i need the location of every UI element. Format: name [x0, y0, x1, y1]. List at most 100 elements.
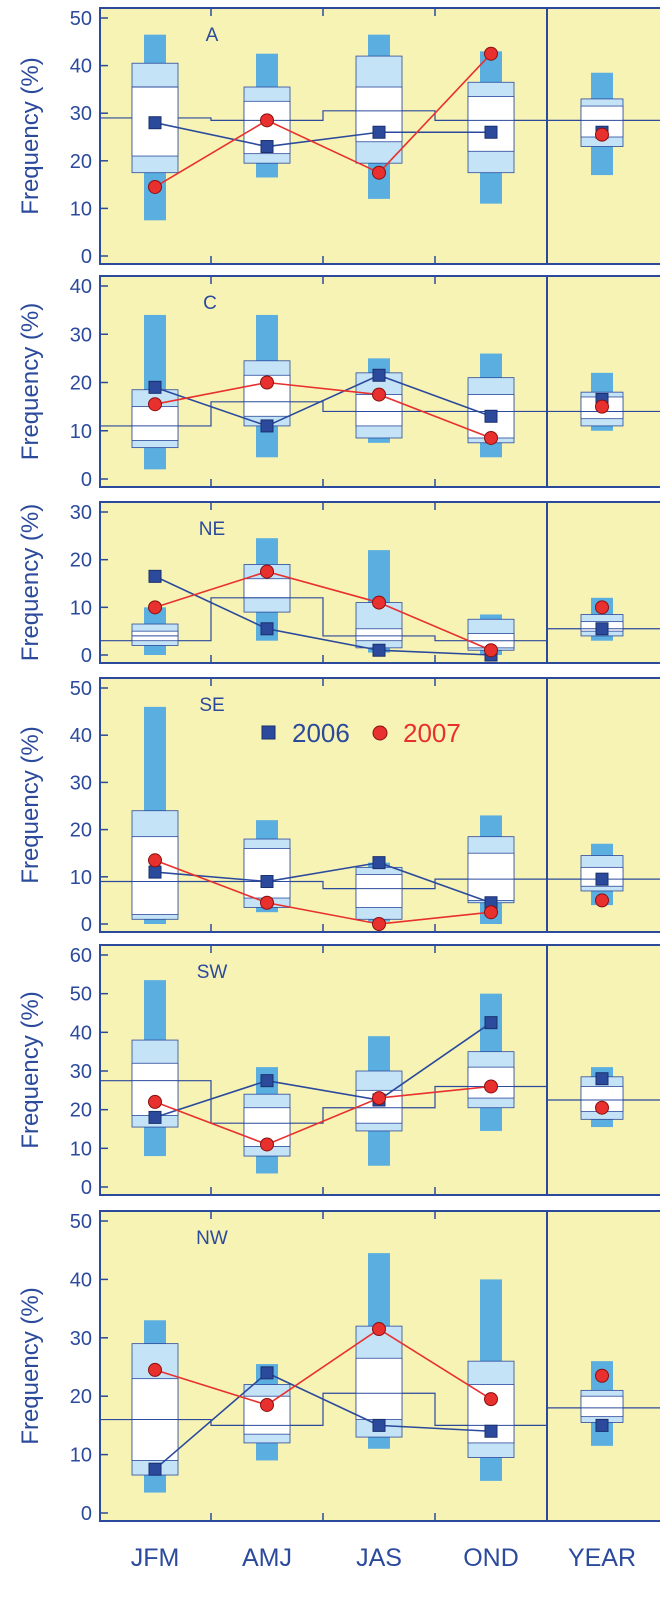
marker-2007 [372, 917, 386, 931]
series-line-2007 [154, 1085, 492, 1146]
marker-2007 [148, 179, 162, 194]
series-line-2006 [154, 374, 492, 427]
inner-quantile-box [355, 874, 403, 908]
marker-2007 [484, 905, 498, 920]
marker-2006 [260, 1366, 274, 1380]
marker-2006 [148, 1110, 162, 1124]
y-tick-label: 10 [70, 597, 92, 619]
inner-quantile-box [243, 848, 291, 899]
y-tick-label: 20 [70, 550, 92, 572]
marker-2006 [595, 1418, 609, 1432]
marker-2007 [595, 399, 609, 414]
marker-2007 [484, 46, 498, 61]
panel-label: A [206, 25, 219, 46]
series-line-2006 [154, 1022, 492, 1119]
marker-2006 [484, 409, 498, 423]
marker-2006 [484, 1424, 498, 1438]
y-tick-label: 20 [70, 373, 92, 395]
marker-2007 [148, 1362, 162, 1377]
marker-2006 [148, 380, 162, 394]
marker-2006 [148, 865, 162, 879]
marker-2006 [260, 419, 274, 433]
marker-2006 [372, 643, 386, 657]
panel-frame [99, 1210, 660, 1522]
marker-2006 [260, 622, 274, 636]
marker-2006 [372, 368, 386, 382]
x-category-label: OND [463, 1544, 519, 1572]
series-line-2007 [154, 1328, 492, 1406]
marker-2007 [595, 600, 609, 615]
marker-2007 [484, 1392, 498, 1407]
x-category-label: JAS [356, 1544, 402, 1572]
inner-quantile-box [131, 406, 179, 441]
marker-2007 [595, 1368, 609, 1383]
y-tick-label: 20 [70, 1100, 92, 1122]
y-tick-label: 30 [70, 1328, 92, 1350]
series-line-2006 [154, 121, 491, 148]
y-axis-label: Frequency (%) [17, 303, 44, 460]
y-tick-label: 40 [70, 1022, 92, 1044]
marker-2006 [148, 1462, 162, 1476]
panel-label: NE [199, 519, 225, 540]
marker-2007 [595, 893, 609, 908]
y-axis-label: Frequency (%) [17, 726, 44, 883]
legend-marker-2006 [261, 725, 276, 740]
y-tick-label: 40 [70, 725, 92, 747]
y-tick-label: 30 [70, 103, 92, 125]
panel-label: SW [197, 962, 228, 983]
marker-2006 [595, 622, 609, 636]
x-category-label: AMJ [242, 1544, 292, 1572]
marker-2007 [372, 1091, 386, 1106]
y-tick-label: 0 [81, 914, 92, 936]
inner-quantile-box [580, 1395, 624, 1418]
y-tick-label: 30 [70, 772, 92, 794]
marker-2006 [484, 1016, 498, 1030]
legend-label-2007: 2007 [403, 718, 461, 748]
panel-label: NW [196, 1228, 228, 1249]
y-axis-label: Frequency (%) [17, 991, 44, 1148]
marker-2006 [484, 125, 498, 139]
inner-quantile-box [243, 578, 291, 599]
marker-2007 [260, 564, 274, 579]
y-tick-label: 50 [70, 8, 92, 30]
y-tick-label: 40 [70, 56, 92, 78]
panel-frame [99, 501, 660, 664]
panel-frame [99, 944, 660, 1196]
y-tick-label: 40 [70, 1269, 92, 1291]
legend-label-2006: 2006 [292, 718, 350, 748]
legend-marker-2007 [372, 725, 388, 741]
y-tick-label: 10 [70, 421, 92, 443]
y-tick-label: 30 [70, 502, 92, 524]
marker-2007 [260, 113, 274, 128]
marker-2007 [260, 895, 274, 910]
y-tick-label: 50 [70, 984, 92, 1006]
x-category-label: YEAR [568, 1544, 636, 1572]
marker-2007 [372, 165, 386, 180]
marker-2007 [372, 595, 386, 610]
y-tick-label: 0 [81, 645, 92, 667]
climatology-line [100, 401, 660, 427]
marker-2007 [148, 1094, 162, 1109]
marker-2007 [148, 397, 162, 412]
inner-quantile-box [355, 628, 403, 642]
y-tick-label: 50 [70, 678, 92, 700]
y-tick-label: 10 [70, 1445, 92, 1467]
y-axis-label: Frequency (%) [17, 57, 44, 214]
inner-quantile-box [243, 1107, 291, 1147]
y-axis-label: Frequency (%) [17, 1287, 44, 1444]
marker-2006 [260, 140, 274, 154]
marker-2006 [372, 125, 386, 139]
marker-2006 [372, 856, 386, 870]
marker-2007 [372, 387, 386, 402]
marker-2007 [484, 430, 498, 445]
marker-2007 [372, 1322, 386, 1337]
marker-2006 [148, 569, 162, 583]
y-tick-label: 0 [81, 1503, 92, 1525]
y-tick-label: 60 [70, 945, 92, 967]
y-tick-label: 0 [81, 469, 92, 491]
y-tick-label: 20 [70, 151, 92, 173]
marker-2007 [484, 643, 498, 658]
y-tick-label: 20 [70, 820, 92, 842]
